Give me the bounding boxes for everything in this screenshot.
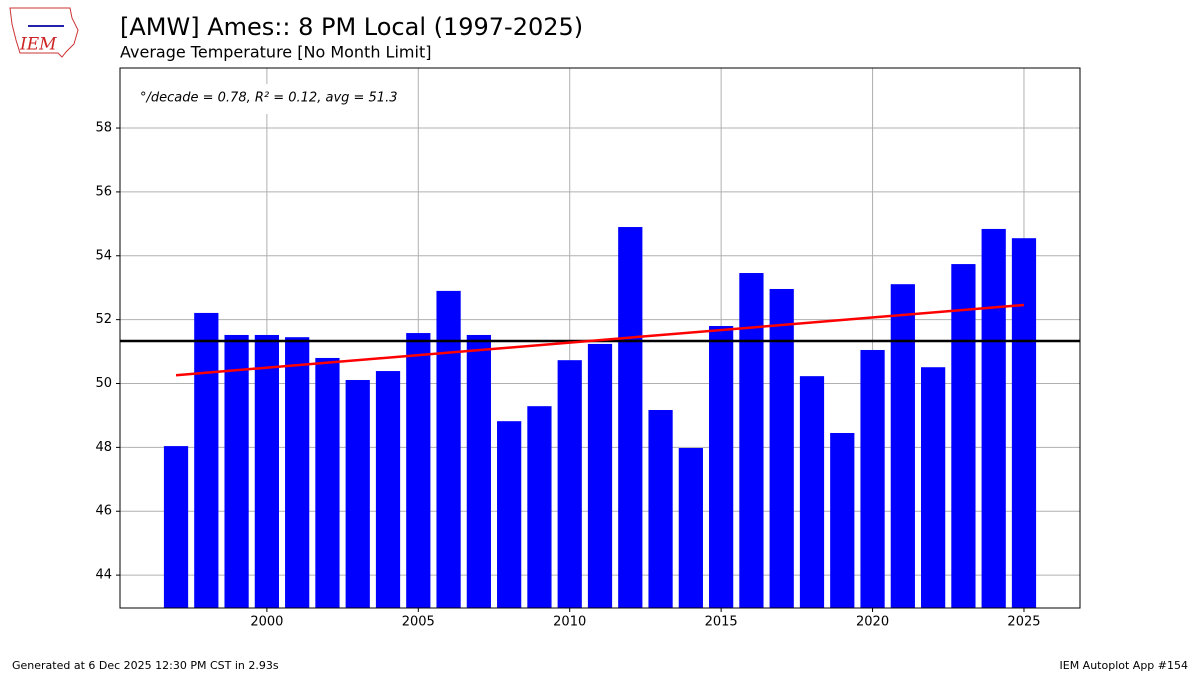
y-tick-label: 50: [95, 376, 112, 391]
chart-title: [AMW] Ames:: 8 PM Local (1997-2025): [120, 13, 583, 41]
bar: [890, 284, 915, 608]
bar: [285, 337, 310, 608]
bar: [618, 227, 643, 609]
annotation: °/decade = 0.78, R² = 0.12, avg = 51.3: [140, 91, 398, 106]
bar: [375, 371, 401, 608]
bar: [769, 288, 794, 608]
logo-outline: [9, 7, 79, 58]
bar: [1011, 238, 1037, 609]
bar: [406, 333, 431, 608]
bar: [557, 360, 582, 608]
bar: [436, 290, 461, 608]
bar: [587, 343, 613, 608]
bar: [497, 421, 522, 608]
y-tick-label: 54: [95, 248, 112, 263]
x-tick-label: 2010: [553, 615, 586, 630]
y-tick-label: 44: [95, 568, 112, 583]
footer-right: IEM Autoplot App #154: [1060, 659, 1189, 672]
x-tick-label: 2005: [402, 615, 435, 630]
bar: [648, 410, 673, 608]
bar: [981, 228, 1006, 609]
x-tick-label: 2015: [705, 615, 738, 630]
y-tick-label: 52: [95, 312, 112, 327]
bar: [194, 312, 219, 608]
y-tick-label: 58: [95, 121, 112, 136]
y-tick-label: 46: [95, 504, 112, 519]
bar: [345, 379, 370, 608]
bar: [163, 446, 189, 608]
bar: [678, 448, 703, 608]
trend-line: [175, 303, 1025, 377]
x-tick-label: 2020: [856, 615, 889, 630]
y-tick-label: 48: [95, 440, 112, 455]
bar: [527, 406, 552, 608]
bar: [739, 273, 764, 608]
bar: [254, 334, 279, 608]
plot-frame: [119, 67, 1081, 609]
logo: IEM: [9, 7, 79, 58]
bar: [799, 376, 825, 608]
x-tick-label: 2000: [250, 615, 283, 630]
bar: [951, 264, 976, 608]
bar: [860, 349, 885, 608]
bar: [224, 334, 249, 608]
annotation-box: [136, 84, 384, 114]
x-tick-label: 2025: [1007, 615, 1040, 630]
bar: [830, 433, 855, 608]
footer-left: Generated at 6 Dec 2025 12:30 PM CST in …: [12, 659, 279, 672]
bar: [709, 326, 734, 608]
y-tick-label: 56: [95, 184, 112, 199]
logo-text: IEM: [19, 35, 57, 55]
bar: [921, 367, 946, 608]
chart-subtitle: Average Temperature [No Month Limit]: [120, 43, 431, 62]
bar: [466, 334, 491, 608]
bar: [315, 357, 340, 608]
